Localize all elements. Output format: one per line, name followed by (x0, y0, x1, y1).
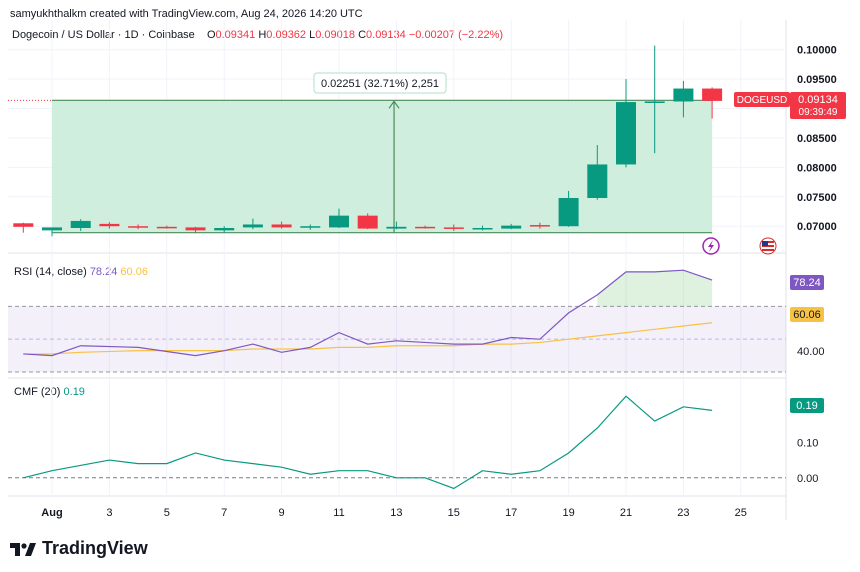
symbol-title: Dogecoin / US Dollar · 1D · Coinbase (12, 29, 195, 41)
rsi-ma-line (23, 322, 713, 355)
close-label: C (358, 29, 367, 41)
candle-body (644, 101, 665, 103)
open-label: O (206, 29, 216, 41)
candle-body (99, 223, 120, 227)
rsi-title: RSI (14, close) (14, 266, 87, 278)
candles (13, 45, 723, 237)
candle-body (472, 227, 493, 230)
axes: Aug 3 5 7 9 11 13 15 17 19 21 23 25 0.07000 0.07500 0.0… (41, 45, 836, 519)
x-tick-label: 19 (562, 507, 574, 519)
symbol-ohlc-line: Dogecoin / US Dollar · 1D · Coinbase O0.… (12, 29, 503, 41)
candle-body (156, 226, 177, 229)
low-label: L (309, 29, 316, 41)
rsi-ma-value: 60.06 (120, 266, 148, 278)
rsi-value-tag: 78.24 (790, 275, 824, 290)
candle-body (128, 226, 149, 228)
candle-body (415, 226, 436, 229)
rsi-value: 78.24 (89, 266, 118, 278)
candle-body (501, 225, 522, 229)
candle-body (673, 88, 694, 102)
cmf-level-label: 0.00 (797, 473, 818, 485)
rsi-level-label: 40.00 (797, 346, 825, 358)
x-tick-label: 7 (221, 507, 227, 519)
candle-body (214, 227, 235, 231)
candle-body (443, 227, 464, 229)
candle-body (702, 88, 723, 101)
rsi-legend: RSI (14, close) 78.24 60.06 (14, 266, 148, 278)
candle-body (70, 220, 91, 228)
candle-body (587, 164, 608, 198)
measure-arrow-head (388, 100, 400, 109)
close-value: 0.09134 (366, 29, 406, 41)
candle-body (13, 223, 34, 227)
rsi-ma-tag-text: 60.06 (793, 309, 821, 321)
high-label: H (258, 29, 267, 41)
candle-body (386, 226, 407, 229)
x-tick-label: 15 (448, 507, 460, 519)
price-tick-label: 0.10000 (797, 45, 837, 57)
measure-label-box: 0.02251 (32.71%) 2,251 (313, 72, 447, 94)
price-tick-label: 0.09500 (797, 74, 837, 86)
high-value: 0.09362 (266, 29, 307, 41)
cmf-legend: CMF (20) 0.19 (14, 386, 85, 398)
cmf-line (23, 395, 713, 490)
rsi-plot (8, 269, 786, 373)
lightning-icon[interactable] (702, 237, 720, 255)
candle-body (558, 197, 579, 227)
x-tick-label: 25 (735, 507, 747, 519)
rsi-overbought-fill (597, 270, 713, 307)
change-value: −0.00207 (−2.22%) (408, 29, 504, 41)
cmf-value-tag: 0.19 (790, 398, 824, 413)
price-tick-label: 0.07000 (797, 221, 837, 233)
candle-body (616, 102, 636, 165)
candle-body (300, 226, 321, 228)
candle-body (271, 224, 292, 228)
brand[interactable]: TradingView (10, 538, 148, 559)
open-value: 0.09341 (215, 29, 256, 41)
candle-body (329, 215, 349, 228)
us-flag-icon[interactable] (759, 237, 777, 255)
range-box (52, 100, 713, 233)
rsi-line (23, 269, 713, 357)
candle-body (529, 225, 550, 227)
cmf-tag-text: 0.19 (796, 400, 817, 412)
low-value: 0.09018 (315, 29, 355, 41)
candle-body (242, 224, 263, 228)
price-tag-countdown: 09:39:49 (799, 107, 838, 118)
candle-body (42, 227, 62, 231)
measure-label: 0.02251 (32.71%) 2,251 (321, 78, 439, 90)
x-tick-label: 13 (390, 507, 402, 519)
x-tick-label: 3 (106, 507, 112, 519)
candle-body (357, 215, 378, 229)
cmf-level-label: 0.10 (797, 437, 818, 449)
x-tick-label: 23 (677, 507, 689, 519)
x-tick-label: Aug (41, 507, 62, 519)
cmf-value: 0.19 (63, 386, 85, 398)
cmf-plot (8, 395, 786, 490)
price-tag-symbol: DOGEUSD (737, 95, 788, 106)
price-tick-label: 0.08000 (797, 162, 837, 174)
price-tag: DOGEUSD 0.09134 09:39:49 (734, 92, 846, 119)
x-tick-label: 17 (505, 507, 517, 519)
price-tag-price: 0.09134 (798, 94, 838, 106)
candle-body (185, 227, 206, 231)
rsi-ma-tag: 60.06 (790, 307, 824, 322)
x-tick-label: 11 (333, 507, 344, 519)
x-tick-label: 9 (279, 507, 285, 519)
x-tick-label: 5 (164, 507, 170, 519)
x-tick-label: 21 (620, 507, 632, 519)
price-tick-label: 0.07500 (797, 192, 837, 204)
price-tick-label: 0.08500 (797, 133, 837, 145)
tradingview-logo-icon (10, 542, 36, 556)
created-by-line: samyukhthalkm created with TradingView.c… (10, 8, 363, 20)
rsi-tag-text: 78.24 (793, 277, 821, 289)
brand-name: TradingView (42, 538, 148, 558)
cmf-title: CMF (20) (14, 386, 61, 398)
